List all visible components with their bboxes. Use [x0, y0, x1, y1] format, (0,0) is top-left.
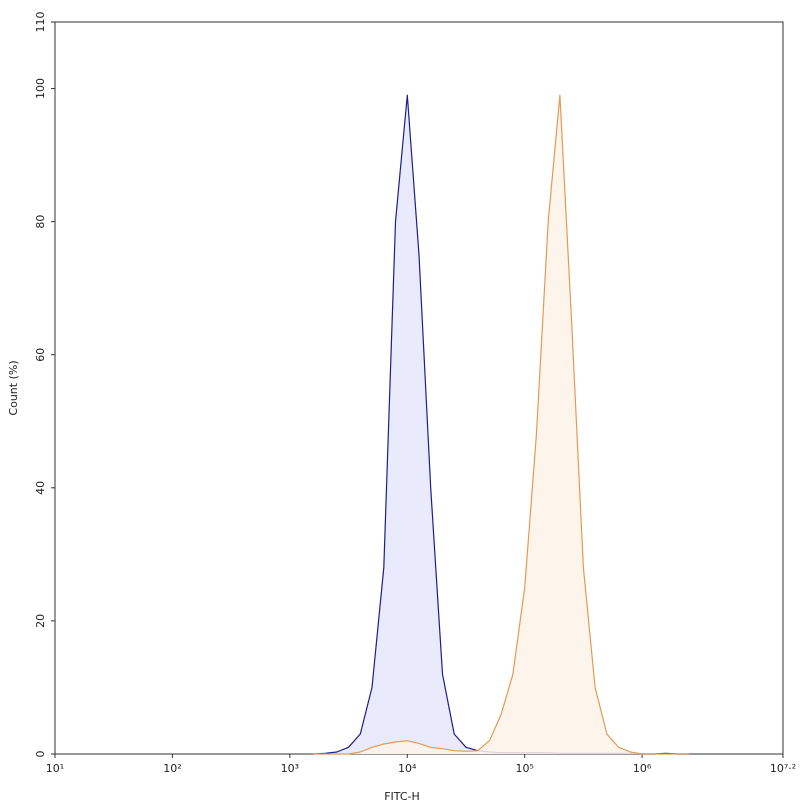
x-tick-label: 10⁵ [515, 762, 533, 775]
x-tick-label: 10⁶ [633, 762, 652, 775]
y-tick-label: 40 [34, 481, 47, 495]
area-fill [313, 95, 690, 754]
histogram-line [313, 94, 690, 755]
area-fill [313, 95, 690, 754]
histogram-line [313, 94, 690, 755]
x-tick-label: 10³ [281, 762, 299, 775]
x-tick-label: 10¹ [46, 762, 64, 775]
x-tick-label: 10⁷·² [770, 762, 796, 775]
y-tick-label: 110 [34, 12, 47, 33]
y-tick-label: 80 [34, 215, 47, 229]
y-tick-label: 20 [34, 614, 47, 628]
y-tick-label: 0 [34, 751, 47, 758]
x-axis-label: FITC-H [384, 790, 420, 803]
y-axis-label: Count (%) [7, 360, 20, 415]
y-tick-label: 60 [34, 348, 47, 362]
x-tick-label: 10² [163, 762, 181, 775]
x-tick-label: 10⁴ [398, 762, 417, 775]
y-tick-label: 100 [34, 78, 47, 99]
